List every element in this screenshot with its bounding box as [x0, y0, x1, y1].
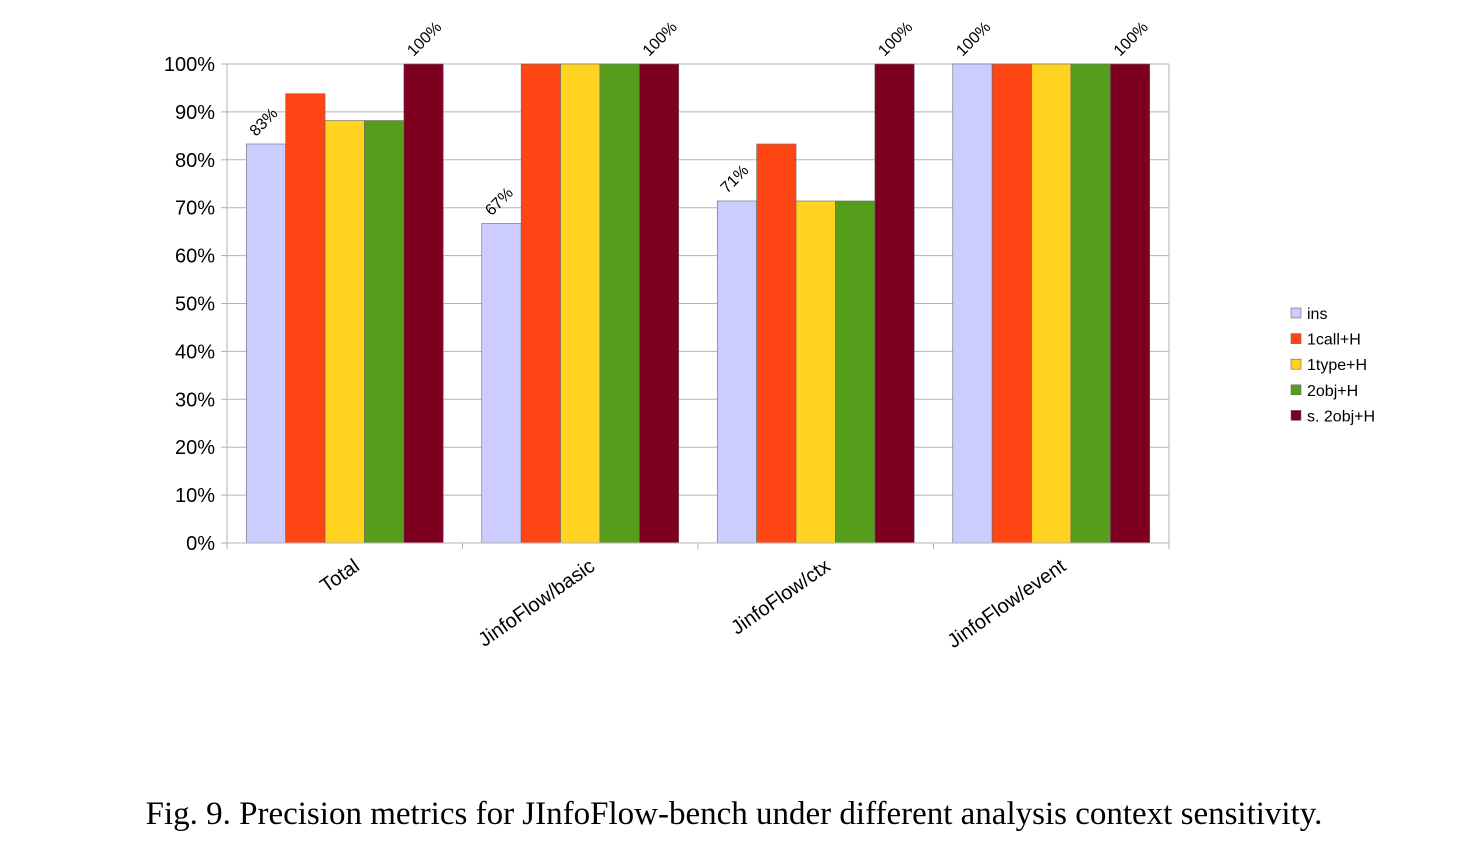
- legend-label: ins: [1307, 306, 1327, 323]
- y-tick-label: 10%: [175, 485, 215, 507]
- bar-2obj-h-0: [364, 120, 405, 544]
- legend-label: 1call+H: [1307, 332, 1361, 349]
- y-tick-label: 80%: [175, 150, 215, 172]
- bar-1type-h-1: [560, 63, 601, 544]
- bar-ins-1: [481, 223, 522, 544]
- bars: [245, 63, 1151, 544]
- y-tick-label: 30%: [175, 389, 215, 411]
- y-tick-label: 40%: [175, 341, 215, 363]
- bar-1call-h-2: [756, 143, 797, 544]
- y-tick-label: 20%: [175, 437, 215, 459]
- y-tick-label: 100%: [164, 54, 215, 76]
- bar-2obj-h-1: [599, 63, 640, 544]
- legend-swatch: [1290, 358, 1302, 370]
- data-label: 83%: [247, 105, 282, 140]
- bar-1call-h-0: [285, 93, 326, 544]
- legend-label: 1type+H: [1307, 357, 1367, 374]
- legend-label: 2obj+H: [1307, 383, 1358, 400]
- bar-chart: 0% 10% 20% 30% 40% 50% 60% 70% 80% 90% 100% Total Ji…: [164, 19, 1375, 653]
- data-label: 100%: [953, 19, 994, 60]
- data-label: 67%: [482, 185, 517, 220]
- category-label: JinfoFlow/basic: [475, 555, 600, 651]
- bar-s-2obj-h-1: [639, 63, 680, 544]
- legend-swatch: [1290, 307, 1302, 319]
- bar-ins-2: [716, 200, 757, 544]
- data-label: 100%: [1111, 19, 1152, 60]
- legend-swatch: [1290, 410, 1302, 421]
- y-tick-label: 50%: [175, 294, 215, 316]
- legend: ins 1call+H 1type+H 2obj+H s. 2obj+H: [1290, 306, 1375, 425]
- bar-2obj-h-2: [835, 200, 876, 544]
- legend-label: s. 2obj+H: [1307, 408, 1375, 425]
- bar-s-2obj-h-3: [1110, 63, 1151, 544]
- y-tick-label: 70%: [175, 198, 215, 220]
- bar-ins-3: [952, 63, 993, 544]
- bar-1type-h-0: [324, 120, 365, 544]
- bar-ins-0: [245, 143, 286, 544]
- bar-1type-h-2: [795, 200, 836, 544]
- data-label: 71%: [718, 162, 753, 197]
- y-tick-label: 90%: [175, 102, 215, 124]
- y-tick-label: 0%: [186, 533, 215, 555]
- category-label: JinfoFlow/ctx: [727, 555, 834, 639]
- y-tick-label: 60%: [175, 246, 215, 268]
- bar-1call-h-1: [520, 63, 561, 544]
- data-label: 100%: [640, 19, 681, 60]
- bar-1type-h-3: [1031, 63, 1072, 544]
- bar-s-2obj-h-2: [874, 63, 915, 544]
- legend-swatch: [1290, 333, 1302, 344]
- category-label: JinfoFlow/event: [944, 555, 1071, 653]
- figure-caption: Fig. 9. Precision metrics for JInfoFlow-…: [145, 796, 1323, 832]
- bar-2obj-h-3: [1070, 63, 1111, 544]
- axes: [221, 63, 1170, 549]
- data-label: 100%: [404, 19, 445, 60]
- data-label: 100%: [875, 19, 916, 60]
- bar-1call-h-3: [991, 63, 1032, 544]
- legend-swatch: [1290, 384, 1302, 396]
- category-label: Total: [316, 555, 363, 597]
- bar-s-2obj-h-0: [403, 63, 444, 544]
